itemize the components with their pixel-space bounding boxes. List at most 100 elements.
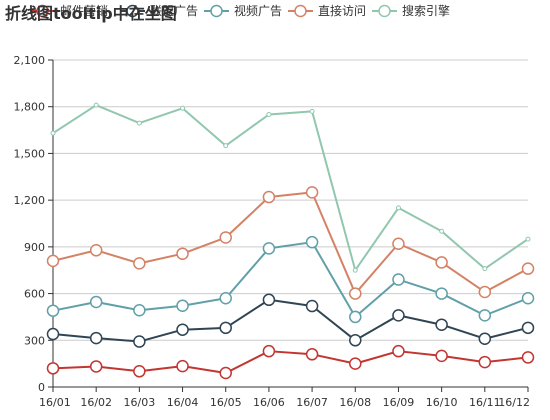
- data-point[interactable]: [133, 257, 146, 270]
- data-point[interactable]: [521, 351, 535, 364]
- data-point[interactable]: [266, 112, 272, 117]
- data-point[interactable]: [219, 321, 232, 335]
- data-point[interactable]: [219, 366, 232, 380]
- data-point[interactable]: [305, 235, 319, 249]
- x-tick-label: 16/04: [167, 396, 199, 409]
- data-point[interactable]: [435, 287, 448, 300]
- data-point[interactable]: [439, 228, 445, 234]
- x-tick-label: 16/09: [383, 396, 415, 409]
- y-tick-label: 600: [24, 288, 45, 301]
- data-point[interactable]: [133, 303, 146, 317]
- x-tick-label: 16/06: [253, 396, 285, 409]
- data-point[interactable]: [133, 365, 146, 378]
- x-tick-label: 16/02: [80, 396, 112, 409]
- legend-label: 邮件营销: [60, 4, 108, 18]
- legend-label: 搜索引擎: [402, 3, 450, 18]
- data-point[interactable]: [136, 120, 142, 126]
- data-point[interactable]: [89, 360, 103, 373]
- legend-item[interactable]: 邮件营销: [30, 4, 108, 18]
- data-point[interactable]: [176, 359, 189, 373]
- legend-marker-icon: [210, 4, 223, 18]
- data-point[interactable]: [223, 143, 229, 149]
- data-point[interactable]: [46, 304, 60, 317]
- y-tick-label: 1,800: [14, 101, 46, 114]
- data-point[interactable]: [478, 355, 492, 369]
- data-point[interactable]: [262, 344, 276, 358]
- data-point[interactable]: [525, 236, 531, 242]
- data-point[interactable]: [521, 291, 535, 305]
- data-point[interactable]: [435, 256, 448, 269]
- series-line: [52, 298, 529, 343]
- data-point[interactable]: [392, 309, 405, 322]
- data-point[interactable]: [93, 102, 99, 108]
- x-tick-label: 16/03: [124, 396, 156, 409]
- grid-lines: [53, 59, 528, 388]
- data-point[interactable]: [262, 242, 276, 255]
- data-point[interactable]: [392, 344, 405, 358]
- data-point[interactable]: [50, 130, 56, 136]
- y-tick-label: 300: [24, 334, 45, 347]
- series-2: [46, 293, 535, 348]
- series-3: [46, 235, 535, 324]
- data-point[interactable]: [392, 237, 405, 250]
- data-point[interactable]: [482, 266, 488, 272]
- data-point[interactable]: [521, 321, 535, 335]
- x-tick-label: 16/12: [498, 396, 530, 409]
- legend-item[interactable]: 直接访问: [288, 3, 366, 18]
- data-point[interactable]: [349, 357, 362, 370]
- y-tick-label: 1,200: [14, 194, 46, 207]
- legend-marker-icon: [378, 4, 391, 18]
- data-point[interactable]: [262, 293, 276, 307]
- data-point[interactable]: [435, 318, 448, 331]
- x-tick-label: 16/10: [426, 396, 458, 409]
- data-point[interactable]: [46, 362, 60, 375]
- data-point[interactable]: [349, 334, 362, 347]
- data-point[interactable]: [89, 244, 103, 257]
- data-point[interactable]: [305, 299, 319, 313]
- data-point[interactable]: [521, 262, 535, 275]
- series-5: [50, 102, 531, 273]
- series-line: [52, 241, 529, 318]
- data-point[interactable]: [435, 349, 448, 363]
- data-point[interactable]: [478, 332, 492, 345]
- data-point[interactable]: [478, 309, 492, 322]
- data-point[interactable]: [89, 295, 103, 309]
- data-point[interactable]: [395, 205, 401, 211]
- data-point[interactable]: [305, 348, 319, 361]
- legend-item[interactable]: 视频广告: [204, 3, 282, 18]
- legend-marker-icon: [36, 4, 49, 18]
- series-4: [46, 186, 535, 300]
- data-point[interactable]: [176, 299, 189, 312]
- data-point[interactable]: [352, 267, 358, 273]
- x-tick-label: 16/08: [339, 396, 371, 409]
- data-point[interactable]: [180, 105, 186, 111]
- data-point[interactable]: [133, 335, 146, 348]
- chart-title: 折线图tooltip中在坐图: [5, 4, 177, 23]
- data-point[interactable]: [89, 331, 103, 345]
- legend-label: 联盟广告: [150, 4, 198, 18]
- legend-label: 视频广告: [234, 3, 282, 18]
- data-point[interactable]: [176, 247, 189, 260]
- legend-item[interactable]: 搜索引擎: [372, 3, 450, 18]
- legend[interactable]: 邮件营销 联盟广告 视频广告 直接访问 搜索引擎: [30, 3, 450, 18]
- data-point[interactable]: [219, 291, 232, 305]
- data-point[interactable]: [46, 254, 60, 268]
- data-point[interactable]: [46, 327, 60, 341]
- series-line: [52, 191, 529, 295]
- legend-item[interactable]: 联盟广告: [120, 4, 198, 18]
- data-point[interactable]: [176, 323, 189, 336]
- data-point[interactable]: [309, 108, 315, 114]
- data-point[interactable]: [478, 285, 492, 299]
- y-tick-label: 900: [24, 241, 45, 254]
- x-tick-label: 16/11: [469, 396, 501, 409]
- data-point[interactable]: [349, 287, 362, 300]
- data-point[interactable]: [219, 231, 232, 244]
- data-point[interactable]: [349, 310, 362, 324]
- data-point[interactable]: [305, 186, 319, 199]
- legend-label: 直接访问: [318, 3, 366, 18]
- x-tick-label: 16/05: [210, 396, 242, 409]
- y-tick-label: 2,100: [14, 54, 46, 67]
- data-point[interactable]: [262, 190, 276, 204]
- data-point[interactable]: [392, 273, 405, 286]
